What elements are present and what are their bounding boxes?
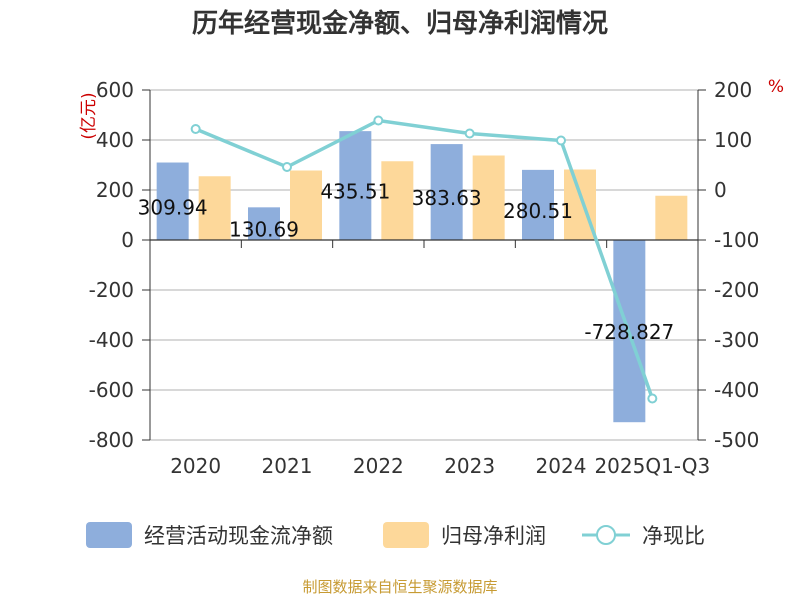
y-right-tick-label: -200 [714,278,759,302]
net-cash-ratio-point [373,115,384,126]
legend-label-net-profit: 归母净利润 [441,524,546,548]
y-right-tick-label: -500 [714,428,759,452]
net-profit-bar [655,195,688,240]
y-left-unit: (亿元) [79,92,99,139]
cashflow-data-label: 309.94 [138,195,208,219]
net-cash-ratio-point [647,393,658,404]
cashflow-bar [430,144,463,240]
net-profit-bar [381,161,414,240]
y-right-tick-label: 0 [714,178,727,202]
y-left-tick-label: -800 [89,428,134,452]
cashflow-bar [248,207,280,240]
y-left-tick-label: -200 [89,278,134,302]
legend-swatch-cashflow [86,522,132,548]
axes: 600 400 200 0 -200 -400 -600 -800 200 100 0 -100 -20… [89,78,760,478]
cashflow-data-label: 383.63 [412,186,482,210]
grid-lines [150,89,698,441]
cashflow-data-label: 130.69 [229,218,299,242]
net-profit-bar [198,176,231,240]
x-tick-label: 2022 [353,454,404,478]
cashflow-bar [156,162,189,240]
data-labels: 309.94 130.69 435.51 383.63 280.51 -728.827 [138,180,675,345]
legend-swatch-marker [596,525,616,545]
legend-label-ratio: 净现比 [642,524,705,548]
x-tick-label: 2025Q1-Q3 [594,454,710,478]
net-profit-bar [290,170,322,240]
y-left-tick-label: 600 [96,78,134,102]
x-tick-label: 2021 [262,454,313,478]
legend: 经营活动现金流净额 归母净利润 净现比 [86,522,705,548]
y-left-tick-label: 0 [121,228,134,252]
y-right-tick-label: -400 [714,378,759,402]
cashflow-data-label: 435.51 [320,180,390,204]
y-right-tick-label: 200 [714,78,752,102]
y-left-tick-label: 200 [96,178,134,202]
net-cash-ratio-point [282,162,292,172]
chart-title: 历年经营现金净额、归母净利润情况 [192,8,608,39]
x-tick-label: 2023 [444,454,495,478]
x-tick-label: 2024 [536,454,587,478]
bars [156,131,688,423]
y-left-tick-label: 400 [96,128,134,152]
legend-swatch-net-profit [383,522,429,548]
net-cash-ratio-point [556,135,566,146]
net-cash-ratio-point [464,128,475,139]
cashflow-bar [522,169,554,240]
y-right-tick-label: -100 [714,228,759,252]
net-cash-ratio-line [190,115,658,404]
x-tick-label: 2020 [170,454,221,478]
y-left-tick-label: -600 [89,378,134,402]
net-profit-bar [472,155,505,240]
y-right-tick-label: 100 [714,128,752,152]
source-note: 制图数据来自恒生聚源数据库 [302,578,497,596]
y-right-unit: % [768,77,784,97]
net-cash-ratio-path [194,118,654,400]
y-right-tick-label: -300 [714,328,759,352]
cashflow-bar [339,131,372,240]
cashflow-data-label: -728.827 [584,320,674,344]
y-left-tick-label: -400 [89,328,134,352]
net-cash-ratio-point [190,124,201,134]
cashflow-data-label: 280.51 [503,199,573,223]
legend-label-cashflow: 经营活动现金流净额 [144,524,333,548]
